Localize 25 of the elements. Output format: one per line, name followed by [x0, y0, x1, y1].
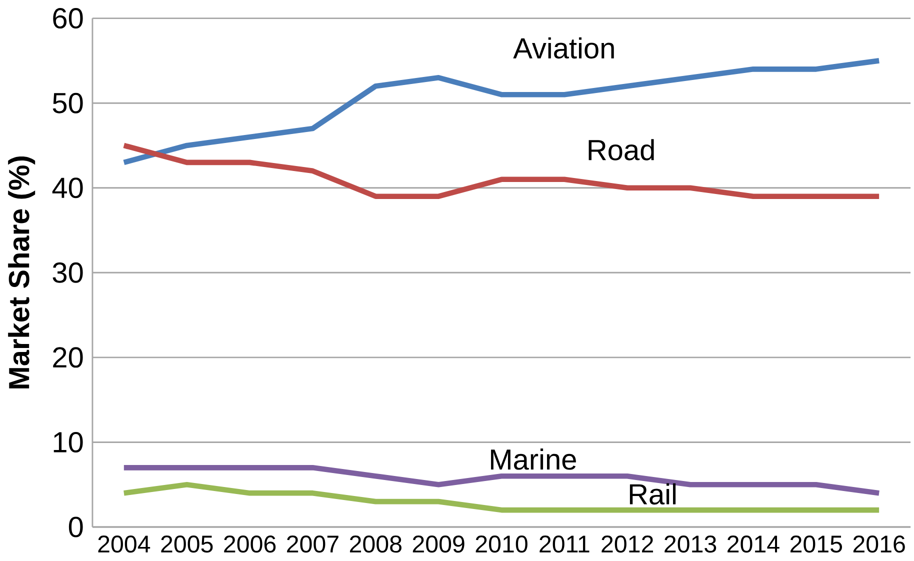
- x-tick-label: 2007: [287, 536, 338, 553]
- x-tick-label: 2009: [412, 536, 464, 553]
- x-tick-label: 2004: [98, 536, 150, 553]
- y-axis-title: Market Share (%): [8, 156, 36, 388]
- x-tick-label: 2011: [540, 536, 590, 553]
- x-tick-label: 2013: [664, 536, 716, 553]
- series-label: Marine: [491, 448, 576, 470]
- x-tick-label: 2012: [602, 536, 654, 553]
- x-tick-label: 2008: [350, 536, 402, 553]
- series-label: Road: [588, 139, 654, 160]
- series-label: Rail: [630, 483, 676, 505]
- y-tick-label: 20: [53, 347, 83, 368]
- x-tick-label: 2006: [224, 536, 276, 553]
- x-tick-label: 2014: [728, 536, 780, 553]
- x-tick-label: 2015: [790, 536, 842, 553]
- y-tick-label: 50: [52, 92, 83, 114]
- y-tick-label: 40: [52, 178, 83, 198]
- y-tick-label: 30: [52, 262, 83, 284]
- x-tick-label: 2016: [853, 536, 905, 553]
- series-label: Aviation: [513, 37, 614, 59]
- y-tick-label: 10: [54, 432, 83, 453]
- x-tick-label: 2010: [476, 536, 528, 553]
- y-tick-label: 60: [53, 8, 83, 29]
- x-tick-label: 2005: [161, 536, 213, 553]
- y-tick-label: 0: [68, 516, 83, 538]
